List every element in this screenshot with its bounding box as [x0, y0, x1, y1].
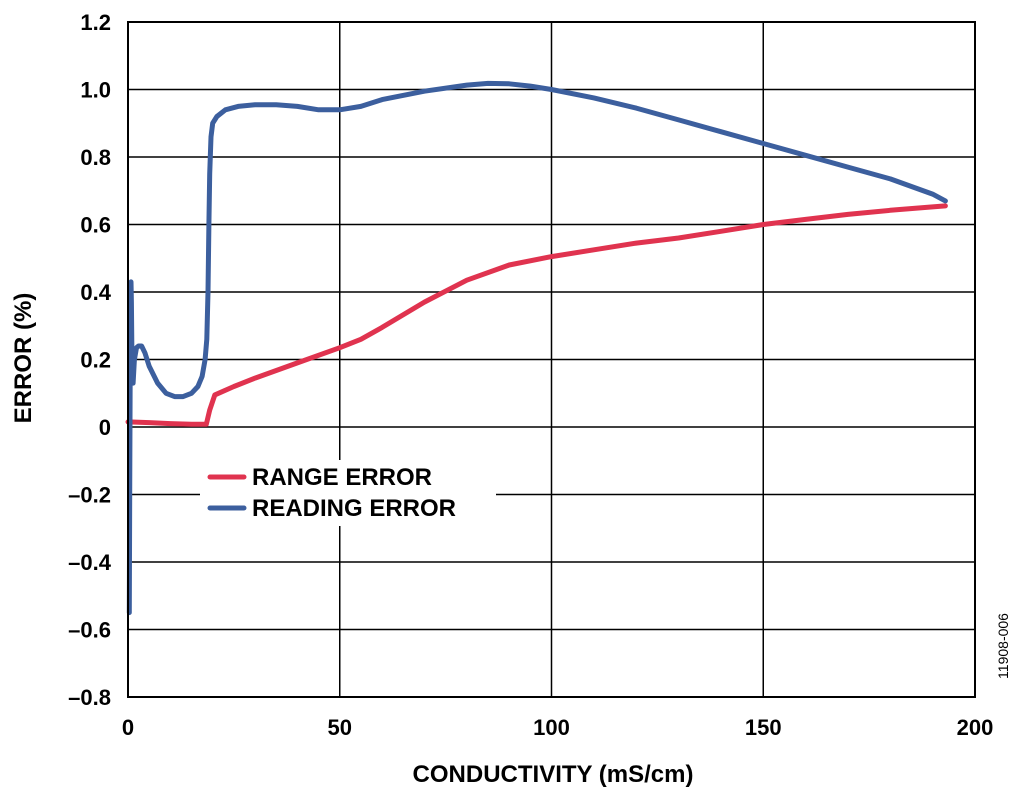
- x-axis-label: CONDUCTIVITY (mS/cm): [413, 761, 694, 788]
- legend-label-reading-error: READING ERROR: [252, 495, 456, 522]
- y-tick-label: 0.6: [80, 213, 111, 238]
- series-line-reading-error: [126, 80, 948, 616]
- grid: [127, 21, 976, 698]
- y-tick-label: –0.4: [68, 550, 112, 575]
- y-tick-label: 0.4: [80, 280, 111, 305]
- plot-frame: [127, 21, 976, 698]
- y-tick-label: –0.2: [68, 483, 111, 508]
- y-tick-label: –0.8: [68, 685, 111, 710]
- y-axis-label: ERROR (%): [10, 293, 37, 424]
- series-layer: [125, 80, 948, 616]
- y-tick-label: 0.2: [80, 348, 111, 373]
- x-tick-labels: 0 50 100 150 200: [122, 715, 993, 740]
- y-tick-label: 1.0: [80, 78, 111, 103]
- y-tick-label: –0.6: [68, 618, 111, 643]
- x-tick-label: 50: [328, 715, 352, 740]
- x-tick-label: 200: [957, 715, 994, 740]
- y-tick-label: 1.2: [80, 10, 111, 35]
- legend: RANGE ERROR READING ERROR: [200, 460, 496, 526]
- legend-background: [200, 460, 496, 526]
- y-tick-label: 0.8: [80, 145, 111, 170]
- legend-label-range-error: RANGE ERROR: [252, 464, 432, 491]
- x-tick-label: 0: [122, 715, 134, 740]
- y-tick-labels: –0.8 –0.6 –0.4 –0.2 0 0.2 0.4 0.6 0.8 1.0 1.2: [68, 10, 112, 710]
- x-tick-label: 100: [533, 715, 570, 740]
- figure-id: 11908-006: [995, 613, 1011, 679]
- x-tick-label: 150: [745, 715, 782, 740]
- series-line-range-error: [125, 203, 948, 427]
- y-tick-label: 0: [99, 415, 111, 440]
